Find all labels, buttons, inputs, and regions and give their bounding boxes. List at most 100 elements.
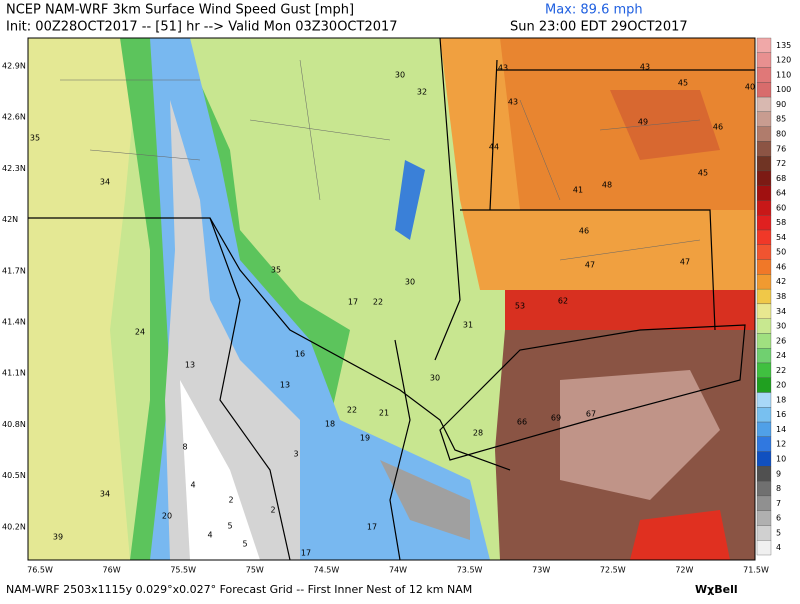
- colorbar-swatch: [756, 480, 772, 497]
- longitude-label: 73W: [532, 566, 550, 575]
- colorbar-label: 12: [776, 440, 786, 449]
- colorbar-swatch: [756, 96, 772, 113]
- map-value: 19: [360, 434, 370, 443]
- colorbar-swatch: [756, 495, 772, 511]
- colorbar-label: 20: [776, 381, 786, 390]
- map-value: 16: [295, 350, 305, 359]
- map-value: 62: [558, 297, 568, 306]
- colorbar-label: 38: [776, 292, 786, 301]
- colorbar-label: 8: [776, 484, 781, 493]
- map-value: 45: [698, 169, 708, 178]
- map-value: 69: [551, 414, 561, 423]
- map-value: 30: [395, 71, 405, 80]
- map-value: 2: [270, 506, 275, 515]
- colorbar-label: 46: [776, 262, 786, 271]
- map-value: 46: [579, 227, 589, 236]
- colorbar-swatch: [756, 200, 772, 216]
- map-value: 43: [498, 64, 508, 73]
- colorbar-swatch: [756, 244, 772, 260]
- colorbar-swatch: [756, 466, 772, 482]
- map-value: 13: [280, 381, 290, 390]
- longitude-label: 74W: [389, 566, 407, 575]
- colorbar-label: 90: [776, 100, 786, 109]
- colorbar-label: 72: [776, 159, 786, 168]
- map-value: 46: [713, 123, 723, 132]
- map-value: 34: [100, 490, 110, 499]
- map-value: 40: [745, 83, 755, 92]
- longitude-label: 75.5W: [170, 566, 196, 575]
- map-value: 22: [347, 406, 357, 415]
- longitude-label: 72W: [675, 566, 693, 575]
- map-value: 18: [325, 420, 335, 429]
- map-value: 3: [293, 450, 298, 459]
- latitude-label: 41.4N: [2, 318, 26, 327]
- colorbar-label: 54: [776, 233, 786, 242]
- footer-grid: NAM-WRF 2503x1115y 0.029°x0.027° Forecas…: [6, 583, 472, 596]
- colorbar-swatch: [756, 318, 772, 334]
- latitude-label: 40.8N: [2, 420, 26, 429]
- colorbar-label: 60: [776, 203, 786, 212]
- colorbar-label: 18: [776, 395, 786, 404]
- colorbar-label: 4: [776, 543, 781, 552]
- colorbar-label: 42: [776, 277, 786, 286]
- latitude-label: 40.2N: [2, 522, 26, 531]
- colorbar-label: 80: [776, 130, 786, 139]
- colorbar-swatch: [756, 348, 772, 364]
- latitude-label: 42.3N: [2, 164, 26, 173]
- county-lines: [60, 59, 701, 261]
- map-value: 20: [162, 512, 172, 521]
- colorbar-swatch: [756, 392, 772, 408]
- map-value: 8: [182, 443, 187, 452]
- colorbar-swatch: [756, 141, 772, 157]
- map-value: 22: [373, 298, 383, 307]
- colorbar-swatch: [756, 377, 772, 393]
- logo: WχBell: [695, 583, 738, 596]
- longitude-label: 76.5W: [27, 566, 53, 575]
- colorbar-swatch: [756, 407, 772, 423]
- map-value: 32: [417, 88, 427, 97]
- colorbar-swatch: [756, 67, 772, 83]
- map-value: 5: [227, 522, 232, 531]
- map-value: 30: [405, 278, 415, 287]
- latitude-label: 40.5N: [2, 471, 26, 480]
- map-value: 43: [640, 63, 650, 72]
- colorbar-swatch: [756, 451, 772, 467]
- latitude-label: 42N: [2, 215, 18, 224]
- colorbar-swatch: [756, 156, 772, 172]
- colorbar-label: 10: [776, 454, 786, 463]
- colorbar-swatch: [756, 436, 772, 452]
- map-field: [28, 38, 755, 560]
- colorbar-label: 6: [776, 514, 781, 523]
- colorbar-swatch: [756, 274, 772, 290]
- colorbar-label: 7: [776, 499, 781, 508]
- map-value: 35: [30, 134, 40, 143]
- colorbar-label: 135: [776, 41, 791, 50]
- colorbar-swatch: [756, 421, 772, 437]
- colorbar-swatch: [756, 362, 772, 378]
- map-frame: [27, 37, 756, 561]
- map-value: 41: [573, 186, 583, 195]
- colorbar-label: 76: [776, 144, 786, 153]
- longitude-label: 75W: [246, 566, 264, 575]
- colorbar-label: 5: [776, 528, 781, 537]
- latitude-label: 41.1N: [2, 369, 26, 378]
- colorbar-label: 68: [776, 174, 786, 183]
- map-value: 17: [367, 523, 377, 532]
- colorbar-swatch: [756, 333, 772, 349]
- map-value: 21: [379, 409, 389, 418]
- title: NCEP NAM-WRF 3km Surface Wind Speed Gust…: [6, 3, 354, 18]
- map-value: 2: [228, 496, 233, 505]
- map-value: 43: [508, 98, 518, 107]
- longitude-label: 73.5W: [457, 566, 483, 575]
- map-value: 5: [242, 540, 247, 549]
- latitude-label: 42.9N: [2, 62, 26, 71]
- colorbar-swatch: [756, 185, 772, 201]
- map-value: 66: [517, 418, 527, 427]
- colorbar-swatch: [756, 510, 772, 526]
- latitude-label: 42.6N: [2, 113, 26, 122]
- colorbar-label: 30: [776, 322, 786, 331]
- longitude-label: 71.5W: [743, 566, 769, 575]
- colorbar-swatch: [756, 111, 772, 127]
- map-value: 44: [489, 143, 499, 152]
- map-value: 34: [100, 178, 110, 187]
